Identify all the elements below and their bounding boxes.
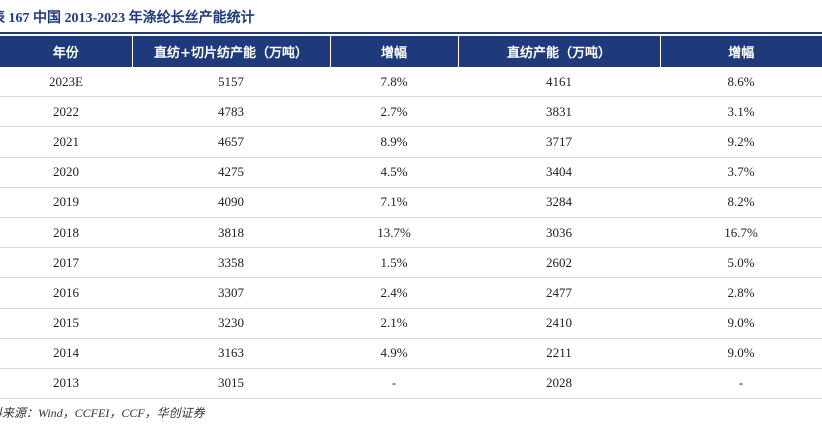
table-cell: 7.8% <box>330 67 458 98</box>
table-row: 2014 3163 4.9% 2211 9.0% <box>0 338 822 369</box>
table-cell: 9.2% <box>660 126 822 158</box>
table-cell: 2017 <box>0 247 132 279</box>
table-cell: 3717 <box>458 126 660 158</box>
table-cell: 5157 <box>132 67 330 98</box>
table-cell: 4783 <box>132 96 330 128</box>
table-cell: 2020 <box>0 157 132 188</box>
table-cell: 8.2% <box>660 187 822 218</box>
table-cell: 2013 <box>0 368 132 400</box>
table-row: 2020 4275 4.5% 3404 3.7% <box>0 157 822 188</box>
table-title: 表 167 中国 2013-2023 年涤纶长丝产能统计 <box>0 11 255 26</box>
table-body: 2023E 5157 7.8% 4161 8.6% 2022 4783 2.7% 3831 3.1… <box>0 67 822 400</box>
table-cell: 2.1% <box>330 308 458 339</box>
source-note: 资料来源：Wind，CCFEI，CCF，华创证券 <box>0 406 205 420</box>
table-cell: 2211 <box>458 338 660 369</box>
table-cell: 2021 <box>0 126 132 158</box>
table-cell: 2028 <box>458 368 660 400</box>
table-cell: 7.1% <box>330 187 458 218</box>
table-cell: 4.5% <box>330 157 458 188</box>
table-cell: 2410 <box>458 308 660 339</box>
table-cell: 2015 <box>0 308 132 339</box>
table-cell: 3404 <box>458 157 660 188</box>
table-cell: 2019 <box>0 187 132 218</box>
data-table: 年份 直纺+切片纺产能（万吨） 增幅 直纺产能（万吨） 增幅 2023E 5157 7.8%… <box>0 36 822 400</box>
table-cell: 16.7% <box>660 217 822 249</box>
table-cell: 13.7% <box>330 217 458 249</box>
table-cell: 3818 <box>132 217 330 249</box>
table-cell: 9.0% <box>660 338 822 369</box>
table-cell: 3.7% <box>660 157 822 188</box>
table-row: 2021 4657 8.9% 3717 9.2% <box>0 126 822 158</box>
table-row: 2023E 5157 7.8% 4161 8.6% <box>0 67 822 98</box>
table-cell: 8.9% <box>330 126 458 158</box>
table-row: 2019 4090 7.1% 3284 8.2% <box>0 187 822 218</box>
table-cell: 3230 <box>132 308 330 339</box>
table-cell: 3284 <box>458 187 660 218</box>
table-row: 2018 3818 13.7% 3036 16.7% <box>0 217 822 249</box>
table-cell: 2022 <box>0 96 132 128</box>
table-cell: 3015 <box>132 368 330 400</box>
table-cell: 1.5% <box>330 247 458 279</box>
table-cell: 2018 <box>0 217 132 249</box>
table-cell: 2016 <box>0 277 132 309</box>
table-row: 2013 3015-2028- <box>0 368 822 400</box>
column-header: 年份 <box>0 36 132 67</box>
table-cell: 2.8% <box>660 277 822 309</box>
table-cell: 3036 <box>458 217 660 249</box>
table-cell: 4657 <box>132 126 330 158</box>
table-cell: 9.0% <box>660 308 822 339</box>
table-cell: 5.0% <box>660 247 822 279</box>
table-cell: 3163 <box>132 338 330 369</box>
column-header: 增幅 <box>329 36 458 67</box>
table-cell: 8.6% <box>660 67 822 98</box>
header-row: 年份 直纺+切片纺产能（万吨） 增幅 直纺产能（万吨） 增幅 <box>0 36 822 67</box>
table-cell: 2477 <box>458 277 660 309</box>
table-cell: 4090 <box>132 187 330 218</box>
table-cell: 3831 <box>458 96 660 128</box>
table-cell: 4161 <box>458 67 660 98</box>
table-cell: 3307 <box>132 277 330 309</box>
column-header: 直纺产能（万吨） <box>457 36 660 67</box>
column-header: 直纺+切片纺产能（万吨） <box>131 36 330 67</box>
table-cell: 2602 <box>458 247 660 279</box>
table-row: 2017 3358 1.5% 2602 5.0% <box>0 247 822 279</box>
column-header: 增幅 <box>659 36 822 67</box>
table-cell: 2023E <box>0 67 132 98</box>
table-cell: 4.9% <box>330 338 458 369</box>
table-row: 2022 4783 2.7% 3831 3.1% <box>0 96 822 128</box>
table-cell: 4275 <box>132 157 330 188</box>
table-cell: 2.7% <box>330 96 458 128</box>
table-cell: - <box>660 368 822 400</box>
table-cell: 3358 <box>132 247 330 279</box>
table-cell: 2.4% <box>330 277 458 309</box>
title-rule <box>0 32 822 34</box>
table-cell: - <box>330 368 458 400</box>
table-cell: 3.1% <box>660 96 822 128</box>
table-row: 2016 3307 2.4% 2477 2.8% <box>0 277 822 309</box>
table-row: 2015 3230 2.1% 2410 9.0% <box>0 308 822 339</box>
table-cell: 2014 <box>0 338 132 369</box>
